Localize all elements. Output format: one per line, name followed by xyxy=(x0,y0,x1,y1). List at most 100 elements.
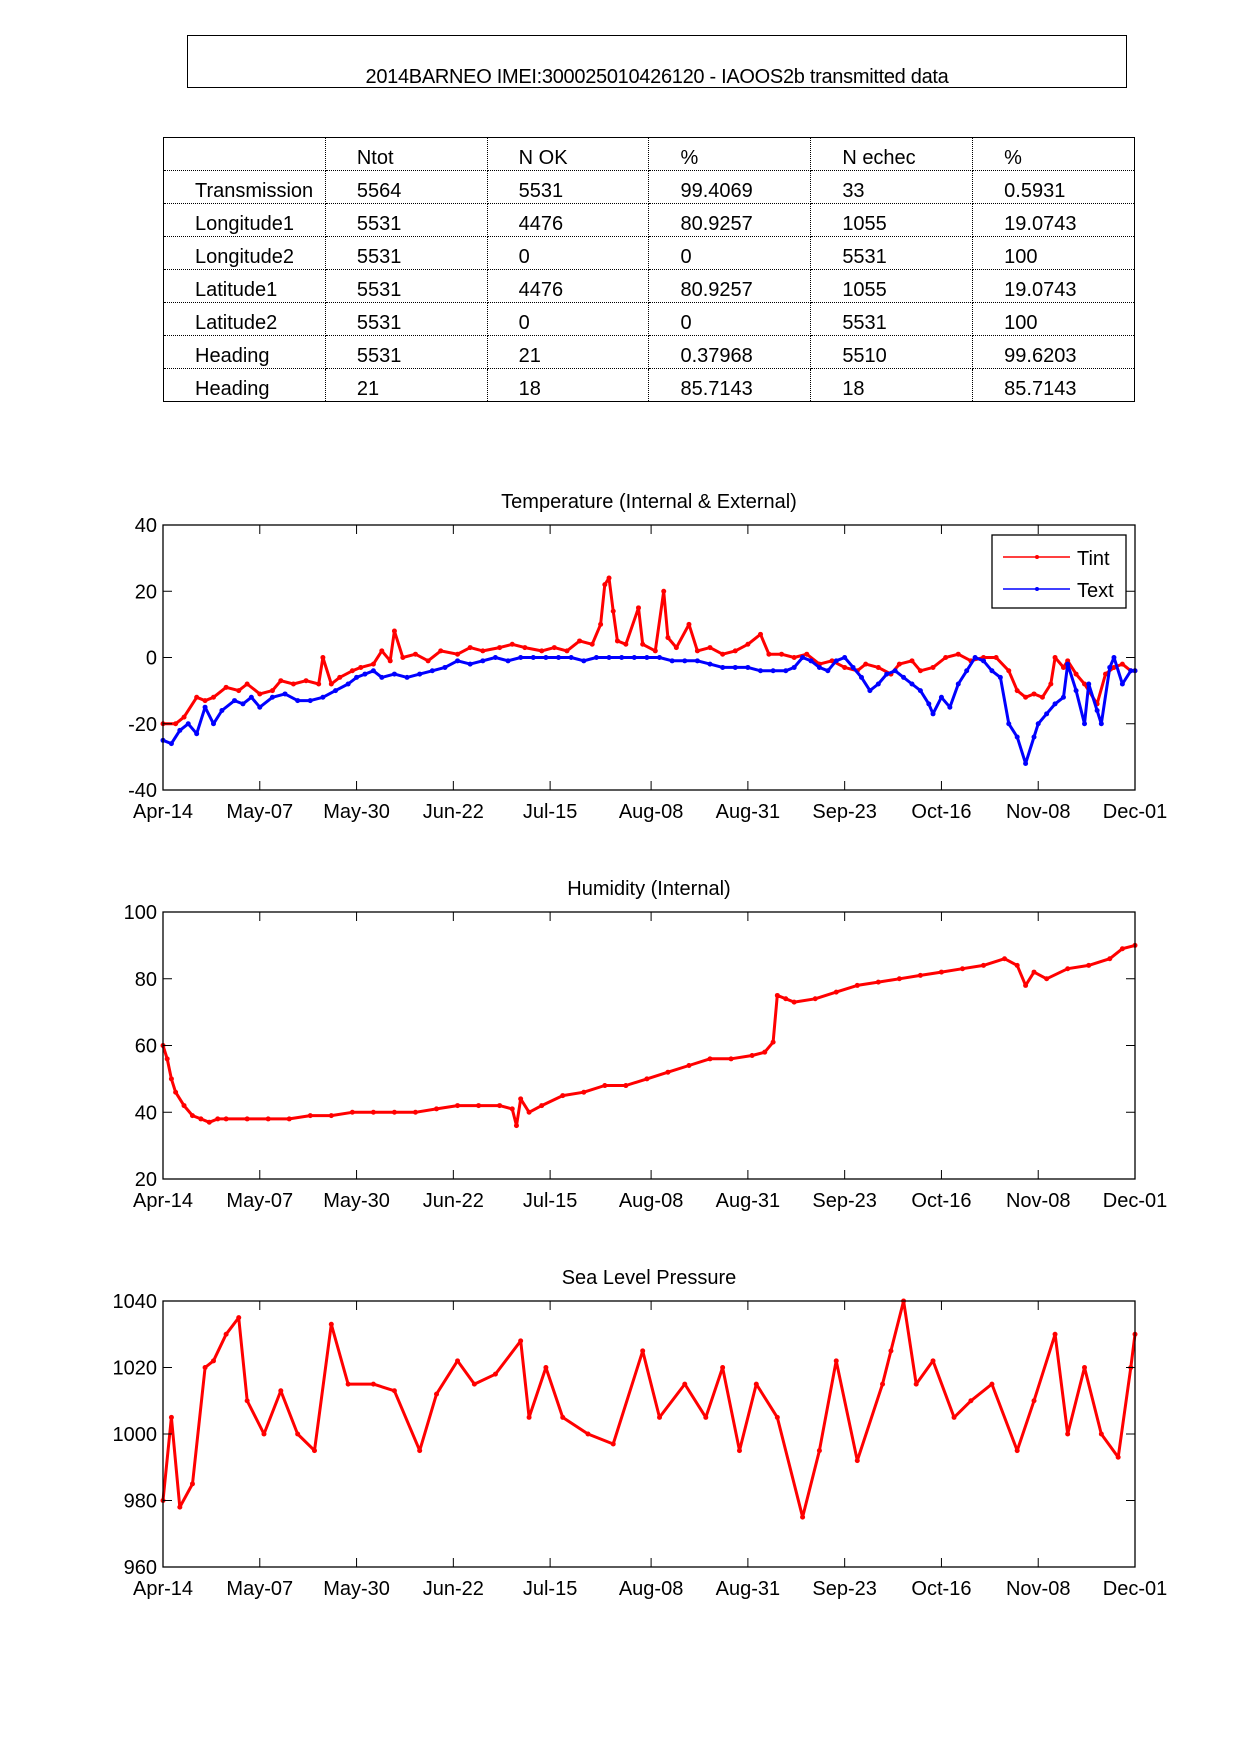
data-point xyxy=(198,1116,204,1122)
data-point xyxy=(644,655,650,660)
legend-label: Text xyxy=(1077,580,1114,602)
data-point xyxy=(223,1331,229,1337)
data-point xyxy=(791,655,797,660)
data-point xyxy=(269,694,275,700)
data-point xyxy=(875,664,881,670)
data-point xyxy=(295,698,301,704)
table-cell: 5531 xyxy=(810,302,974,336)
data-point xyxy=(1031,691,1037,697)
table-cell: 80.9257 xyxy=(648,269,812,303)
y-tick-label: -40 xyxy=(128,780,157,802)
data-point xyxy=(244,1398,250,1404)
data-point xyxy=(745,664,751,670)
data-point xyxy=(370,1381,376,1387)
data-point xyxy=(1115,1454,1121,1460)
data-point xyxy=(972,655,978,660)
data-point xyxy=(694,658,700,664)
data-point xyxy=(728,1056,734,1062)
data-point xyxy=(455,1103,461,1109)
data-point xyxy=(926,701,932,707)
column-header: % xyxy=(648,137,812,171)
data-point xyxy=(745,641,751,647)
data-point xyxy=(1065,661,1071,667)
data-point xyxy=(640,641,646,647)
data-point xyxy=(720,664,726,670)
data-point xyxy=(1031,969,1037,975)
data-point xyxy=(1035,721,1041,727)
data-point xyxy=(244,1116,250,1122)
data-point xyxy=(526,1109,532,1115)
data-point xyxy=(379,674,385,680)
data-point xyxy=(720,1365,726,1370)
x-tick-label: Nov-08 xyxy=(1006,801,1070,823)
data-point xyxy=(391,628,397,634)
data-point xyxy=(177,1504,183,1510)
plot-frame xyxy=(162,1300,1136,1568)
data-point xyxy=(543,655,549,660)
data-point xyxy=(530,655,536,660)
data-point xyxy=(307,698,313,704)
data-point xyxy=(909,681,915,687)
data-point xyxy=(602,1083,608,1089)
data-point xyxy=(206,1119,212,1125)
data-point xyxy=(1073,671,1079,677)
x-tick-label: Aug-08 xyxy=(619,1190,684,1212)
data-point xyxy=(1048,681,1054,687)
data-point xyxy=(1119,681,1125,687)
data-point xyxy=(257,691,263,697)
data-point xyxy=(240,701,246,707)
data-point xyxy=(1094,708,1100,713)
data-point xyxy=(707,645,713,651)
table-row: Transmission 5564 5531 99.4069 33 0.5931 xyxy=(163,170,1135,204)
column-header: Ntot xyxy=(325,137,488,171)
data-point xyxy=(657,655,663,660)
data-point xyxy=(560,1093,566,1099)
y-tick-label: 1040 xyxy=(113,1291,158,1313)
data-point xyxy=(492,655,498,660)
table-cell: 0 xyxy=(648,236,812,270)
y-tick-label: 1000 xyxy=(113,1424,158,1446)
row-label: Heading xyxy=(163,368,326,402)
data-point xyxy=(989,1381,995,1387)
table-cell: 5531 xyxy=(487,170,650,204)
data-point xyxy=(320,655,326,660)
data-point xyxy=(964,668,970,674)
chart-1: Humidity (Internal) 20 40 60 80 100 Apr-14 May-… xyxy=(124,878,1168,1212)
data-point xyxy=(800,1514,806,1520)
y-tick-label: 80 xyxy=(135,969,157,991)
table-cell: 5531 xyxy=(325,269,488,303)
x-tick-label: Nov-08 xyxy=(1006,1578,1070,1600)
data-point xyxy=(1107,664,1113,670)
legend: Tint Text xyxy=(991,534,1127,609)
column-header: N OK xyxy=(487,137,650,171)
x-tick-label: Oct-16 xyxy=(911,801,971,823)
data-point xyxy=(753,1381,759,1387)
data-point xyxy=(589,641,595,647)
data-point xyxy=(455,651,461,657)
row-label: Transmission xyxy=(163,170,326,204)
data-point xyxy=(804,651,810,657)
data-point xyxy=(467,645,473,651)
data-point xyxy=(669,658,675,664)
data-point xyxy=(930,664,936,670)
data-point xyxy=(593,655,599,660)
data-point xyxy=(943,655,949,660)
data-point xyxy=(938,969,944,975)
data-point xyxy=(888,1348,894,1354)
data-point xyxy=(307,1113,313,1119)
data-point xyxy=(202,704,208,710)
data-point xyxy=(173,721,179,727)
data-point xyxy=(585,1431,591,1437)
data-point xyxy=(1002,956,1008,962)
table-cell: 5531 xyxy=(325,236,488,270)
data-point xyxy=(1006,721,1012,727)
data-point xyxy=(993,655,999,660)
data-point xyxy=(492,1371,498,1377)
data-point xyxy=(842,664,848,670)
row-label: Latitude2 xyxy=(163,302,326,336)
data-point xyxy=(223,684,229,690)
data-point xyxy=(370,1109,376,1115)
data-point xyxy=(261,1431,267,1437)
x-tick-label: Apr-14 xyxy=(133,1190,193,1212)
data-point xyxy=(749,1053,755,1059)
